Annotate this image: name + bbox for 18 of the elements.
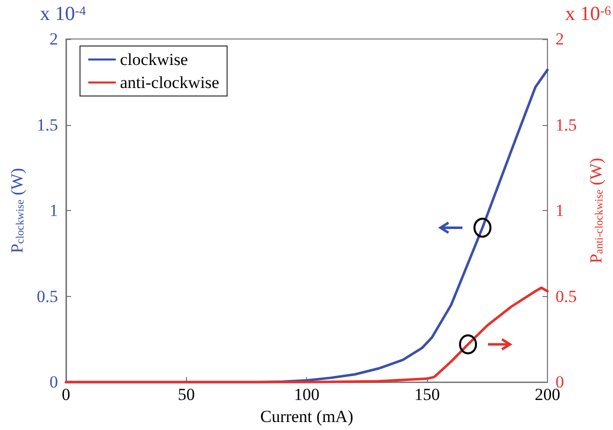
x-tick-label: 50 [178,385,195,404]
y2-tick-label: 1.5 [555,115,577,134]
y2-tick-label: 0.5 [555,286,577,306]
y2-tick-label: 2 [555,30,564,48]
x-tick-label: 0 [62,385,70,404]
legend-label: clockwise [120,50,188,69]
y-tick-label: 2 [50,30,58,48]
x-axis-title: Current (mA) [260,407,354,426]
x-tick-label: 100 [294,385,320,404]
y2-tick-label: 1 [555,201,564,220]
y-tick-label: 0 [50,372,58,392]
x-tick-label: 150 [414,385,440,404]
y-tick-label: 0.5 [36,286,58,306]
legend-label: anti-clockwise [120,73,220,92]
y2-axis-title: Panti-clockwise (W) [586,158,606,264]
y-tick-label: 1.5 [36,115,58,134]
y-axis-title: Pclockwise (W) [7,168,26,254]
y-tick-label: 1 [50,201,58,220]
